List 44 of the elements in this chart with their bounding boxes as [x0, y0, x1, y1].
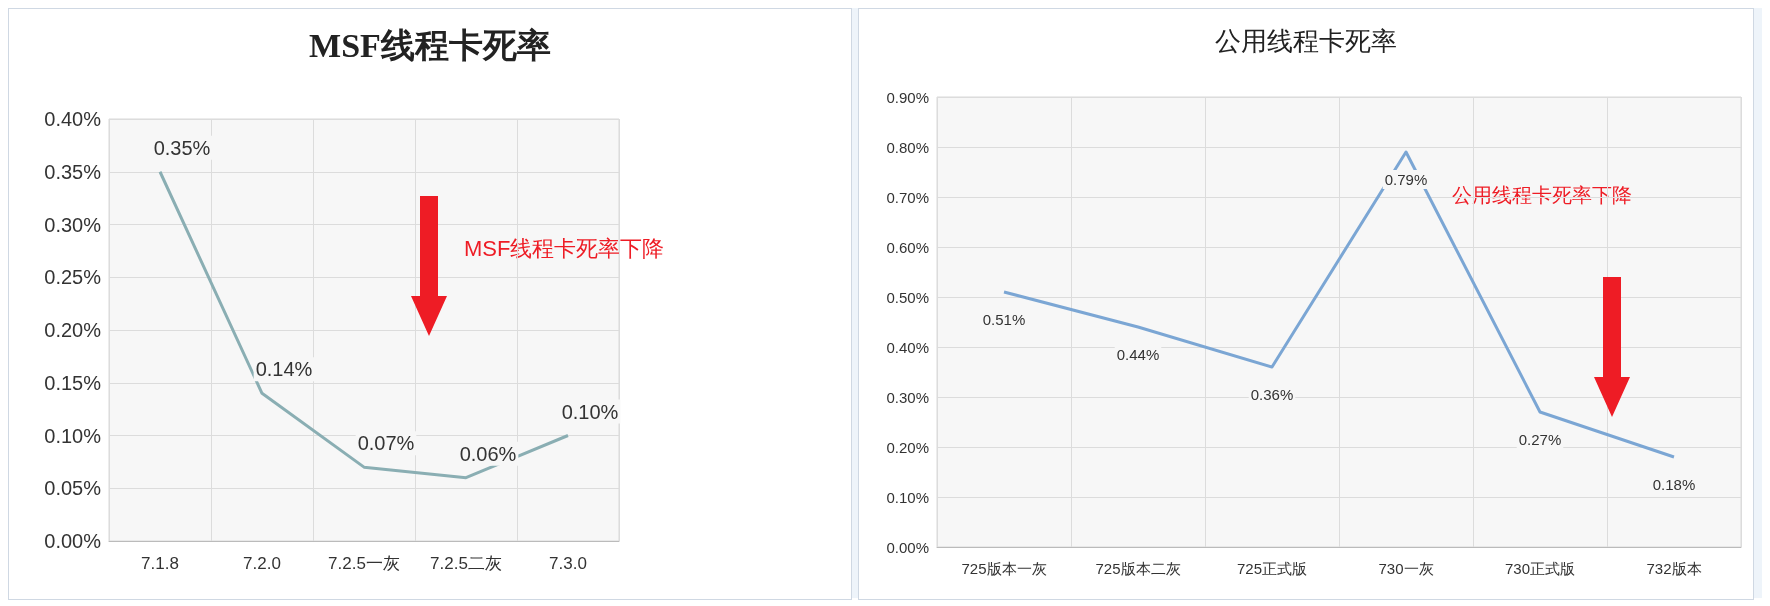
x-tick-label: 725版本二灰: [1095, 560, 1181, 577]
data-label: 0.44%: [1116, 346, 1160, 363]
x-tick-label: 730正式版: [1504, 560, 1576, 577]
data-label: 0.18%: [1652, 476, 1696, 493]
y-tick-label: 0.15%: [44, 371, 102, 394]
y-tick-label: 0.05%: [44, 477, 102, 500]
y-tick-label: 0.80%: [886, 138, 929, 156]
x-tick-label: 7.1.8: [141, 554, 179, 573]
chart-title: 公用线程卡死率: [1215, 26, 1397, 56]
x-tick-label: 725正式版: [1236, 560, 1308, 577]
x-tick-label: 7.3.0: [549, 554, 587, 573]
y-tick-label: 0.20%: [44, 319, 102, 341]
data-label: 0.07%: [357, 432, 415, 455]
y-tick-label: 0.25%: [44, 266, 102, 289]
x-tick-label: 732版本: [1646, 560, 1702, 577]
y-tick-label: 0.40%: [44, 108, 102, 130]
data-label: 0.10%: [561, 400, 619, 423]
x-tick-label: 730一灰: [1378, 560, 1434, 577]
x-tick-label: 7.2.5一灰: [328, 554, 400, 573]
x-tick-label: 725版本一灰: [961, 560, 1047, 577]
y-tick-label: 0.20%: [886, 438, 929, 456]
y-tick-label: 0.70%: [886, 188, 929, 206]
y-tick-label: 0.30%: [44, 213, 102, 236]
y-tick-label: 0.10%: [44, 424, 102, 447]
data-label: 0.35%: [153, 136, 211, 159]
data-label: 0.51%: [982, 311, 1026, 328]
y-tick-label: 0.90%: [886, 88, 929, 106]
annotation: MSF线程卡死率下降: [464, 235, 665, 261]
data-label: 0.14%: [255, 358, 313, 381]
y-tick-label: 0.00%: [44, 530, 102, 552]
x-tick-label: 7.2.0: [243, 554, 281, 573]
y-tick-label: 0.00%: [886, 538, 929, 556]
data-label: 0.27%: [1518, 431, 1562, 448]
y-tick-label: 0.40%: [886, 338, 929, 356]
chart-title: MSF线程卡死率: [309, 26, 551, 64]
y-tick-label: 0.50%: [886, 288, 929, 306]
data-label: 0.06%: [459, 442, 517, 465]
y-tick-label: 0.30%: [886, 388, 929, 406]
data-label: 0.36%: [1250, 386, 1294, 403]
y-tick-label: 0.60%: [886, 238, 929, 256]
y-tick-label: 0.10%: [886, 488, 929, 506]
data-label: 0.79%: [1384, 171, 1428, 188]
y-tick-label: 0.35%: [44, 160, 102, 183]
x-tick-label: 7.2.5二灰: [430, 554, 502, 573]
